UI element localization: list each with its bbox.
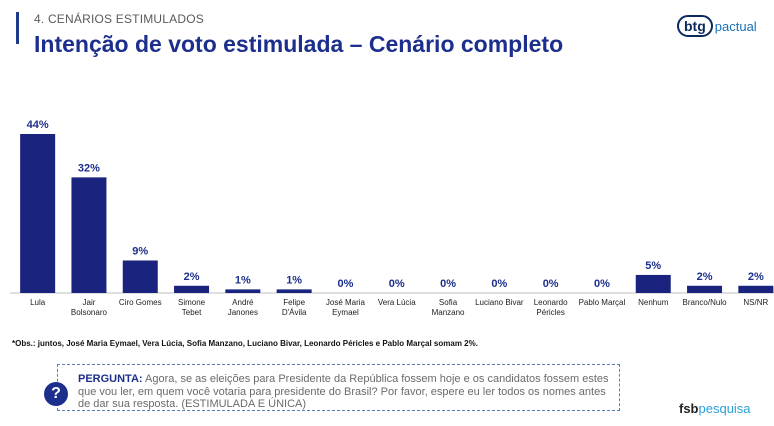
bar [635, 274, 671, 293]
category-label-line: Lula [30, 298, 46, 307]
vote-intention-bar-chart: 44% Lula 32% Jair Bolsonaro 9% Ciro Gomes 2% Sim… [10, 119, 774, 317]
category-label-line: NS/NR [743, 298, 768, 307]
category-label: Leonardo Péricles [534, 298, 568, 317]
category-label-line: Eymael [332, 308, 359, 317]
category-label: Sofia Manzano [432, 298, 465, 317]
page-title: Intenção de voto estimulada – Cenário co… [34, 31, 564, 57]
bar-value-label: 0% [594, 278, 610, 290]
category-label-line: Nenhum [638, 298, 669, 307]
category-label: André Janones [228, 298, 258, 317]
fsb-logo-accent: pesquisa [698, 401, 751, 416]
bar [276, 289, 312, 293]
category-label-line: Vera Lúcia [378, 298, 416, 307]
category-label: Felipe D'Ávila [282, 298, 307, 317]
bar-value-label: 0% [337, 278, 353, 290]
category-label-line: André [232, 298, 254, 307]
section-label: 4. CENÁRIOS ESTIMULADOS [34, 12, 204, 26]
bar-value-label: 44% [27, 119, 49, 131]
bar-value-label: 9% [132, 245, 148, 257]
category-label-line: Janones [228, 308, 258, 317]
category-label-line: Manzano [432, 308, 465, 317]
btg-logo-mark: btg [677, 15, 713, 37]
footnote: *Obs.: juntos, José Maria Eymael, Vera L… [12, 339, 478, 348]
category-label: Branco/Nulo [683, 298, 728, 307]
category-label: Luciano Bivar [475, 298, 524, 307]
btg-pactual-logo: btg pactual [677, 12, 757, 40]
fsb-logo-main: fsb [679, 401, 699, 416]
bar-value-label: 1% [235, 274, 251, 286]
bar-value-label: 2% [748, 271, 764, 283]
bar [225, 289, 261, 293]
category-label: José Maria Eymael [326, 298, 366, 317]
question-label: PERGUNTA: [78, 373, 143, 385]
bar-value-label: 2% [697, 271, 713, 283]
question-text-block: PERGUNTA: Agora, se as eleições para Pre… [78, 373, 618, 411]
btg-logo-text: pactual [714, 18, 757, 34]
category-label-line: Branco/Nulo [683, 298, 728, 307]
category-label-line: Jair [83, 298, 96, 307]
bar-value-label: 32% [78, 162, 100, 174]
category-label-line: Tebet [182, 308, 202, 317]
bar-value-label: 0% [543, 278, 559, 290]
bar [174, 285, 210, 293]
category-label-line: Bolsonaro [71, 308, 108, 317]
category-label: Pablo Marçal [579, 298, 626, 307]
category-label: Jair Bolsonaro [71, 298, 108, 317]
category-label-line: Felipe [283, 298, 305, 307]
bar [71, 177, 107, 293]
category-label: NS/NR [743, 298, 768, 307]
bar [122, 260, 158, 293]
bar-value-label: 2% [184, 271, 200, 283]
category-label: Ciro Gomes [119, 298, 162, 307]
bar [20, 134, 56, 293]
bar [687, 285, 723, 293]
question-text: Agora, se as eleições para Presidente da… [78, 373, 609, 410]
bar-value-label: 0% [491, 278, 507, 290]
category-label: Vera Lúcia [378, 298, 416, 307]
category-label-line: Ciro Gomes [119, 298, 162, 307]
category-label: Lula [30, 298, 46, 307]
bar-value-label: 1% [286, 274, 302, 286]
bar-value-label: 5% [645, 260, 661, 272]
category-label-line: Péricles [536, 308, 564, 317]
category-label: Nenhum [638, 298, 669, 307]
category-label-line: José Maria [326, 298, 366, 307]
category-label-line: Simone [178, 298, 206, 307]
bar [738, 285, 774, 293]
question-mark-icon: ? [44, 382, 68, 406]
category-label-line: Pablo Marçal [579, 298, 626, 307]
fsb-pesquisa-logo: fsbpesquisa [679, 401, 751, 416]
category-label-line: D'Ávila [282, 308, 307, 317]
category-label-line: Leonardo [534, 298, 568, 307]
category-label: Simone Tebet [178, 298, 206, 317]
bar-value-label: 0% [440, 278, 456, 290]
bar-value-label: 0% [389, 278, 405, 290]
category-label-line: Sofia [439, 298, 458, 307]
category-label-line: Luciano Bivar [475, 298, 524, 307]
header-accent-bar [16, 12, 19, 44]
